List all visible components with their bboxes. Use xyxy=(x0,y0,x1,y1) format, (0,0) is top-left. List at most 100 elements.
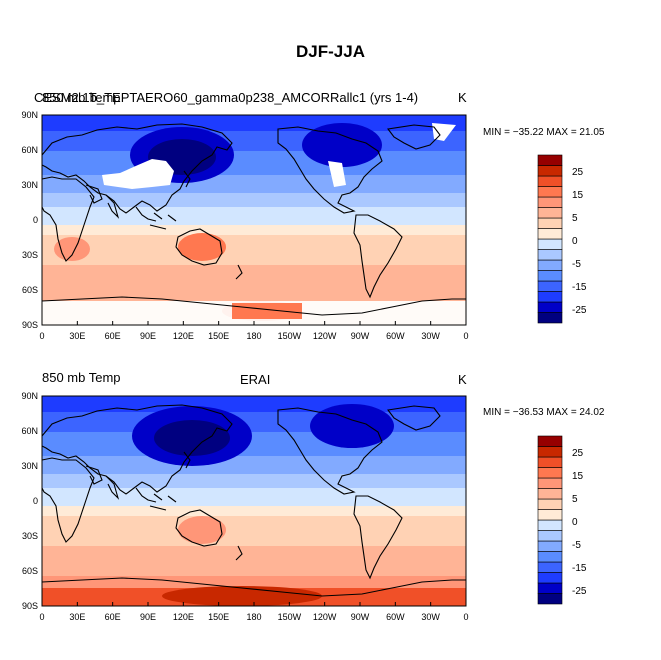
colorbar-label: -5 xyxy=(572,259,581,270)
colorbar-swatch xyxy=(537,217,563,229)
lon-tick-label: 60E xyxy=(105,612,121,622)
colorbar-swatch xyxy=(537,456,563,468)
lon-tick-label: 150E xyxy=(208,612,229,622)
lon-tick-label: 150E xyxy=(208,331,229,341)
panel1-left-label: 850 mb Temp xyxy=(42,90,121,105)
lon-tick-label: 120E xyxy=(173,612,194,622)
colorbar-swatch xyxy=(537,207,563,219)
colorbar-swatch xyxy=(537,593,563,605)
lon-tick-label: 120W xyxy=(313,331,337,341)
lat-tick-label: 60N xyxy=(21,426,38,436)
lat-tick-label: 30N xyxy=(21,461,38,471)
panel1-minmax: MIN = −35.22 MAX = 21.05 xyxy=(483,127,605,138)
panel2-minmax: MIN = −36.53 MAX = 24.02 xyxy=(483,407,605,418)
lon-tick-label: 120E xyxy=(173,331,194,341)
colorbar-swatch xyxy=(537,519,563,531)
panel1-units-label: K xyxy=(458,90,467,105)
lon-tick-label: 90E xyxy=(140,612,156,622)
lat-tick-label: 90N xyxy=(21,391,38,401)
colorbar-swatch xyxy=(537,509,563,521)
lon-tick-label: 60E xyxy=(105,331,121,341)
lon-tick-label: 150W xyxy=(278,331,302,341)
lon-tick-label: 30E xyxy=(69,612,85,622)
lon-tick-label: 150W xyxy=(278,612,302,622)
colorbar-swatch xyxy=(537,165,563,177)
colorbar-swatch xyxy=(537,312,563,324)
lon-tick-label: 0 xyxy=(463,331,468,341)
colorbar-label: -5 xyxy=(572,540,581,551)
panel2-map xyxy=(41,395,467,607)
colorbar-swatch xyxy=(537,477,563,489)
lon-tick-label: 30W xyxy=(421,612,440,622)
colorbar-swatch xyxy=(537,228,563,240)
lon-tick-label: 120W xyxy=(313,612,337,622)
colorbar-label: 0 xyxy=(572,236,578,247)
lon-tick-label: 30E xyxy=(69,331,85,341)
colorbar-swatch xyxy=(537,540,563,552)
colorbar-swatch xyxy=(537,530,563,542)
colorbar-label: 5 xyxy=(572,494,578,505)
colorbar-swatch xyxy=(537,196,563,208)
lat-tick-label: 30N xyxy=(21,180,38,190)
colorbar-swatch xyxy=(537,551,563,563)
colorbar-swatch xyxy=(537,270,563,282)
colorbar-swatch xyxy=(537,467,563,479)
colorbar-label: -25 xyxy=(572,305,587,316)
lon-tick-label: 30W xyxy=(421,331,440,341)
lon-tick-label: 60W xyxy=(386,331,405,341)
colorbar-swatch xyxy=(537,291,563,303)
colorbar-swatch xyxy=(537,561,563,573)
colorbar-label: 5 xyxy=(572,213,578,224)
colorbar-swatch xyxy=(537,572,563,584)
colorbar-swatch xyxy=(537,280,563,292)
colorbar-swatch xyxy=(537,154,563,166)
lat-tick-label: 90N xyxy=(21,110,38,120)
colorbar-swatch xyxy=(537,186,563,198)
panel2-center-label: ERAI xyxy=(240,372,271,387)
lon-tick-label: 90W xyxy=(351,612,370,622)
lon-tick-label: 60W xyxy=(386,612,405,622)
lon-tick-label: 0 xyxy=(463,612,468,622)
lon-tick-label: 90W xyxy=(351,331,370,341)
lon-tick-label: 0 xyxy=(39,331,44,341)
colorbar-swatch xyxy=(537,249,563,261)
colorbar-label: -15 xyxy=(572,282,587,293)
lon-tick-label: 180 xyxy=(246,331,261,341)
colorbars: 25 15 5 0 -5 -15 -25 25 15 5 0 -5 -15 -25 xyxy=(537,154,587,605)
colorbar-swatch xyxy=(537,582,563,594)
colorbar-label: 0 xyxy=(572,517,578,528)
colorbar-label: 25 xyxy=(572,167,584,178)
panel1-center-label: CESM2.1b_TEPTAERO60_gamma0p238_AMCORRall… xyxy=(34,90,419,105)
lat-tick-label: 60S xyxy=(22,566,38,576)
colorbar-label: -25 xyxy=(572,586,587,597)
lat-tick-label: 60S xyxy=(22,285,38,295)
figure-title: DJF-JJA xyxy=(296,42,365,61)
lat-tick-label: 0 xyxy=(33,215,38,225)
panel2-left-label: 850 mb Temp xyxy=(42,370,121,385)
lat-tick-label: 30S xyxy=(22,531,38,541)
colorbar-swatch xyxy=(537,175,563,187)
colorbar-swatch xyxy=(537,446,563,458)
lat-tick-label: 30S xyxy=(22,250,38,260)
lat-tick-label: 0 xyxy=(33,496,38,506)
lon-tick-label: 90E xyxy=(140,331,156,341)
lat-tick-label: 90S xyxy=(22,601,38,611)
colorbar-label: -15 xyxy=(572,563,587,574)
colorbar-swatch xyxy=(537,488,563,500)
colorbar-swatch xyxy=(537,301,563,313)
lat-tick-label: 90S xyxy=(22,320,38,330)
colorbar-swatch xyxy=(537,238,563,250)
lon-tick-label: 0 xyxy=(39,612,44,622)
colorbar-label: 15 xyxy=(572,190,584,201)
colorbar-swatch xyxy=(537,259,563,271)
colorbar-swatch xyxy=(537,498,563,510)
colorbar-swatch xyxy=(537,435,563,447)
panel2-units-label: K xyxy=(458,372,467,387)
lat-tick-label: 60N xyxy=(21,145,38,155)
lon-tick-label: 180 xyxy=(246,612,261,622)
colorbar-label: 15 xyxy=(572,471,584,482)
colorbar-label: 25 xyxy=(572,448,584,459)
panel1-map xyxy=(41,114,467,326)
